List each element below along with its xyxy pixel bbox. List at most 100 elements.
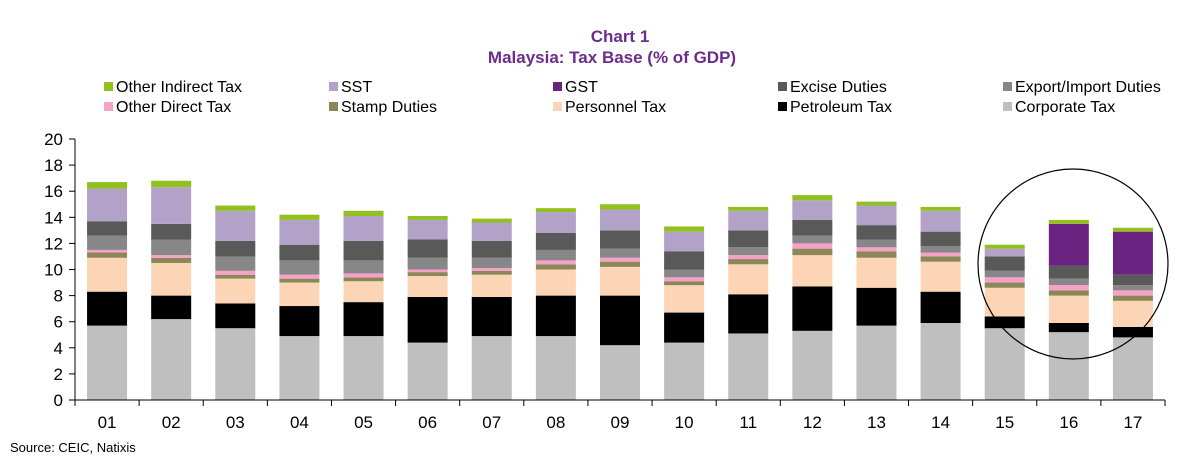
legend-label: Stamp Duties [341, 99, 437, 116]
x-tick-label: 14 [931, 413, 950, 432]
bar-segment-other-direct-tax [151, 255, 192, 258]
bar-segment-corporate-tax [920, 323, 961, 400]
x-tick-label: 17 [1123, 413, 1142, 432]
bar-segment-other-indirect-tax [407, 215, 448, 220]
bar-segment-excise-duties [535, 232, 576, 250]
bar-segment-corporate-tax [792, 330, 833, 400]
bar-segment-other-indirect-tax [600, 204, 640, 210]
x-tick-label: 15 [995, 413, 1014, 432]
bar-segment-other-indirect-tax [920, 206, 961, 211]
bar-segment-other-direct-tax [984, 277, 1025, 283]
chart-title: Chart 1 [591, 27, 650, 46]
bar-segment-sst [215, 210, 256, 241]
bar-segment-export-import-duties [1048, 278, 1089, 286]
y-tick-label: 14 [44, 208, 63, 227]
bar-segment-export-import-duties [87, 235, 128, 250]
bar-segment-other-indirect-tax [1048, 219, 1089, 224]
bar-segment-corporate-tax [215, 328, 256, 400]
bar-segment-petroleum-tax [215, 303, 256, 329]
x-tick-label: 06 [418, 413, 437, 432]
bar-segment-export-import-duties [407, 257, 448, 270]
bar-segment-excise-duties [1112, 274, 1153, 286]
bar-segment-stamp-duties [792, 248, 833, 256]
bar-segment-corporate-tax [728, 333, 769, 400]
bar-segment-personnel-tax [151, 262, 192, 296]
bar-segment-other-direct-tax [728, 255, 769, 260]
bar-segment-personnel-tax [664, 285, 705, 313]
legend-label: Petroleum Tax [790, 99, 892, 116]
y-axis: 0 2 4 6 8 10 12 14 16 18 20 [44, 130, 76, 410]
bar-segment-export-import-duties [1112, 285, 1153, 291]
bar-segment-petroleum-tax [856, 287, 897, 326]
bar-segment-sst [151, 187, 192, 224]
bar-segment-other-direct-tax [664, 277, 705, 282]
bar-stack-03 [215, 205, 256, 400]
chart-subtitle: Malaysia: Tax Base (% of GDP) [488, 48, 736, 67]
bar-segment-petroleum-tax [407, 296, 448, 343]
legend-swatch [1003, 102, 1012, 111]
bar-segment-excise-duties [279, 244, 320, 261]
legend-item-corporate-tax: Corporate Tax [1003, 99, 1115, 116]
bar-segment-petroleum-tax [279, 306, 320, 337]
bar-segment-petroleum-tax [664, 312, 705, 343]
x-tick-label: 16 [1059, 413, 1078, 432]
x-tick-label: 08 [546, 413, 565, 432]
bar-segment-other-indirect-tax [87, 182, 128, 189]
bar-segment-sst [664, 231, 705, 252]
bar-segment-personnel-tax [600, 266, 640, 296]
bar-segment-stamp-duties [151, 257, 192, 263]
bar-segment-other-direct-tax [600, 257, 640, 262]
bar-segment-stamp-duties [856, 251, 897, 258]
bar-segment-export-import-duties [792, 235, 833, 244]
legend-label: Corporate Tax [1015, 99, 1115, 116]
bar-segment-corporate-tax [279, 336, 320, 400]
bar-segment-petroleum-tax [151, 295, 192, 320]
y-tick-label: 0 [54, 391, 63, 410]
bar-segment-corporate-tax [407, 342, 448, 400]
bar-segment-other-indirect-tax [664, 226, 705, 232]
bar-segment-sst [984, 248, 1025, 257]
bar-segment-export-import-duties [984, 270, 1025, 278]
bar-segment-other-indirect-tax [535, 208, 576, 213]
bar-segment-other-direct-tax [535, 260, 576, 265]
x-tick-label: 05 [354, 413, 373, 432]
bar-segment-other-indirect-tax [215, 205, 256, 211]
bar-segment-sst [279, 219, 320, 245]
legend-item-other-direct-tax: Other Direct Tax [104, 99, 231, 116]
bar-segment-sst [535, 212, 576, 233]
bar-segment-petroleum-tax [792, 286, 833, 331]
bar-segment-corporate-tax [535, 336, 576, 400]
x-tick-label: 13 [867, 413, 886, 432]
bar-segment-excise-duties [600, 230, 640, 249]
bar-segment-petroleum-tax [471, 296, 512, 337]
bar-segment-personnel-tax [471, 274, 512, 297]
legend-swatch [553, 82, 562, 91]
legend-item-export-import-duties: Export/Import Duties [1003, 79, 1161, 96]
bar-segment-export-import-duties [279, 260, 320, 275]
bar-stack-10 [664, 226, 705, 400]
bar-segment-other-direct-tax [343, 273, 384, 278]
legend-item-gst: GST [553, 79, 598, 96]
bar-segment-other-direct-tax [1048, 285, 1089, 291]
legend-swatch [329, 82, 338, 91]
bar-segment-excise-duties [984, 256, 1025, 271]
y-tick-label: 6 [54, 313, 63, 332]
bar-segment-stamp-duties [87, 252, 128, 258]
legend-label: Other Indirect Tax [116, 79, 242, 96]
legend-swatch [1003, 82, 1012, 91]
legend-item-other-indirect-tax: Other Indirect Tax [104, 79, 242, 96]
bar-segment-corporate-tax [1112, 337, 1153, 400]
bar-segment-sst [920, 210, 961, 232]
bar-segment-export-import-duties [471, 257, 512, 269]
y-tick-label: 18 [44, 156, 63, 175]
bar-segment-petroleum-tax [343, 302, 384, 337]
legend-label: Personnel Tax [565, 99, 666, 116]
bar-segment-export-import-duties [664, 269, 705, 278]
bar-stack-12 [792, 195, 833, 400]
bar-segment-corporate-tax [856, 325, 897, 400]
bar-segment-stamp-duties [1112, 295, 1153, 301]
bar-segment-personnel-tax [343, 281, 384, 303]
x-tick-label: 03 [226, 413, 245, 432]
bar-segment-excise-duties [1048, 265, 1089, 279]
